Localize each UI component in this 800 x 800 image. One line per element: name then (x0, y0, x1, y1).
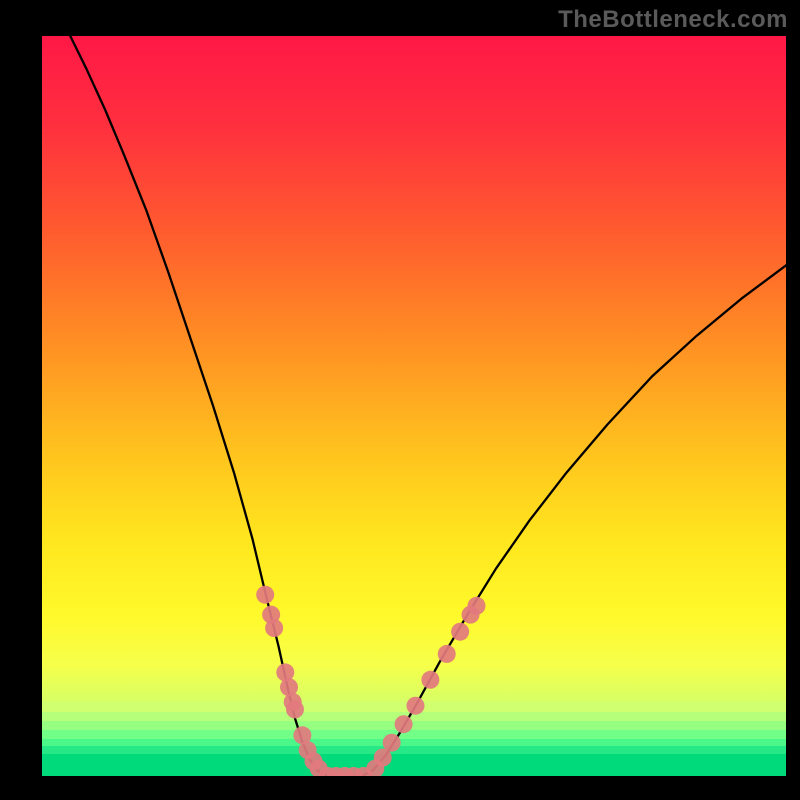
marker-dot (256, 586, 274, 604)
marker-dot (265, 619, 283, 637)
marker-group (256, 586, 485, 776)
marker-dot (395, 715, 413, 733)
watermark-label: TheBottleneck.com (558, 6, 788, 34)
marker-dot (406, 697, 424, 715)
plot-area (42, 36, 786, 776)
marker-dot (451, 623, 469, 641)
curve-layer (42, 36, 786, 776)
marker-dot (468, 597, 486, 615)
curve-path (70, 36, 786, 776)
marker-dot (438, 645, 456, 663)
marker-dot (383, 734, 401, 752)
marker-dot (286, 700, 304, 718)
marker-dot (421, 671, 439, 689)
